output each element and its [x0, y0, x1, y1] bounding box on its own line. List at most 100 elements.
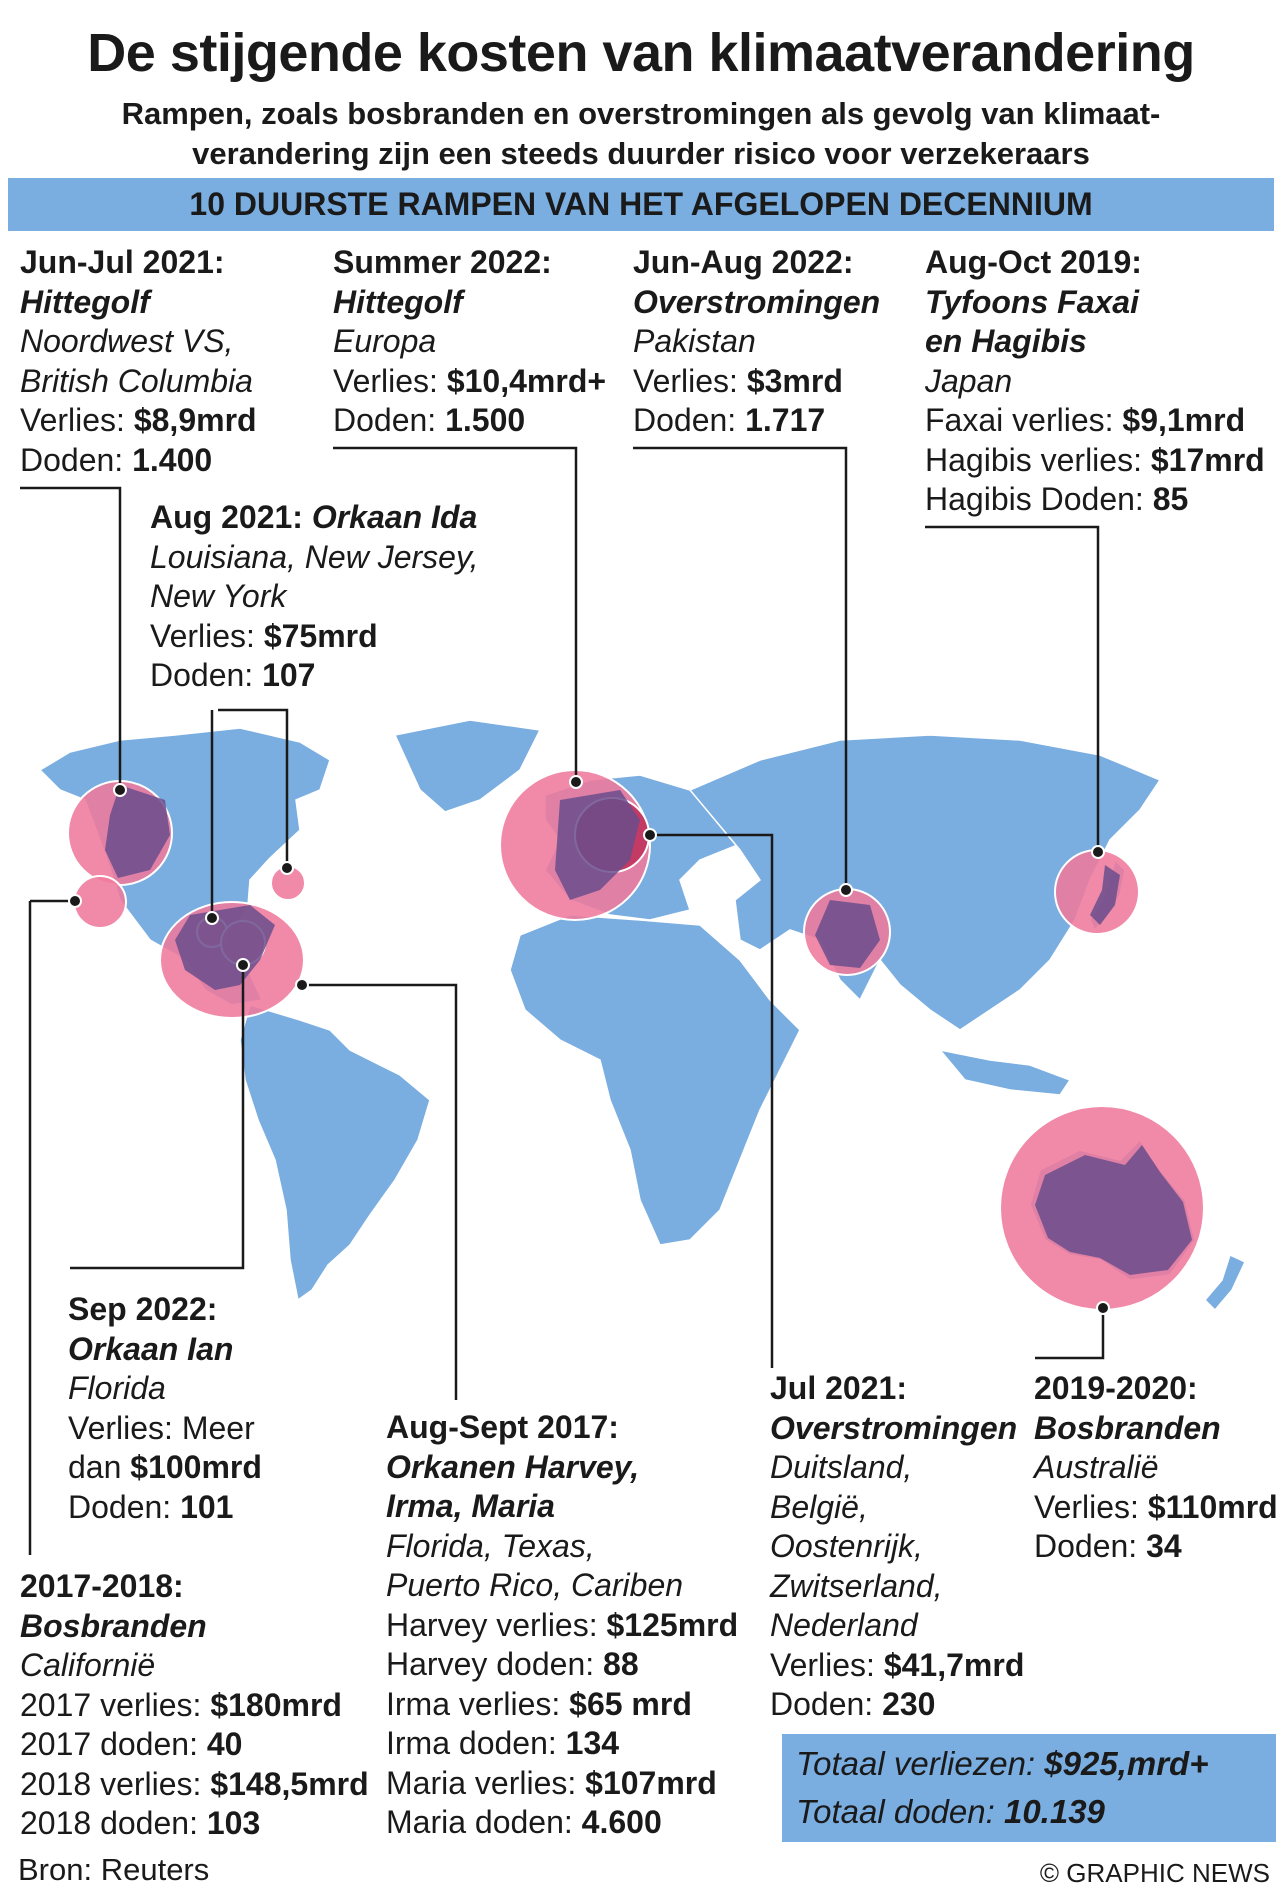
- greenland-land: [393, 719, 542, 813]
- asia-land: [688, 734, 1162, 1031]
- dot-california: [68, 894, 82, 908]
- card-name: Tyfoons Faxai: [925, 283, 1139, 320]
- totals-box: Totaal verliezen: $925,mrd+ Totaal doden…: [782, 1734, 1276, 1842]
- africa-land: [509, 914, 801, 1246]
- card-name: Irma, Maria: [386, 1488, 555, 1524]
- card-deaths: Doden: 1.717: [633, 402, 826, 438]
- card-name: Orkanen Harvey,: [386, 1448, 640, 1485]
- source-note: Bron: Reuters: [18, 1852, 210, 1887]
- card-heatwave-europe: Summer 2022: Hittegolf Europa Verlies: $…: [333, 243, 606, 441]
- card-region: British Columbia: [20, 362, 253, 399]
- card-hurricanes-2017: Aug-Sept 2017: Orkanen Harvey, Irma, Mar…: [386, 1408, 738, 1843]
- card-region: Noordwest VS,: [20, 323, 234, 359]
- page-subtitle: Rampen, zoals bosbranden en overstroming…: [121, 96, 1161, 171]
- card-region: Californië: [20, 1647, 156, 1683]
- card-date: 2019-2020:: [1034, 1370, 1198, 1406]
- dot-pakistan: [839, 883, 853, 897]
- card-loss: 2017 verlies: $180mrd: [20, 1686, 342, 1723]
- dot-ian: [236, 958, 250, 972]
- card-name: Hittegolf: [333, 283, 463, 320]
- card-wildfire-california: 2017-2018: Bosbranden Californië 2017 ve…: [20, 1567, 369, 1844]
- new-zealand-land: [1203, 1253, 1246, 1312]
- card-typhoons-japan: Aug-Oct 2019: Tyfoons Faxai en Hagibis J…: [925, 243, 1265, 520]
- card-loss: Verlies: $3mrd: [633, 362, 843, 399]
- leader-floods-west-europe: [650, 833, 774, 1368]
- leader-heatwave-nw-us: [20, 486, 122, 790]
- card-deaths: Maria doden: 4.600: [386, 1804, 662, 1840]
- card-name: Bosbranden: [20, 1607, 207, 1644]
- card-region: Zwitserland,: [770, 1567, 943, 1604]
- leader-dots: [68, 775, 1110, 1315]
- leader-typhoons: [925, 525, 1100, 850]
- card-date: Jul 2021:: [770, 1370, 907, 1406]
- card-region: Australië: [1034, 1449, 1159, 1485]
- japan-overlap: [1090, 865, 1120, 925]
- card-loss: Verlies: $110mrd: [1034, 1488, 1278, 1525]
- card-loss: Harvey verlies: $125mrd: [386, 1606, 739, 1643]
- card-date: Aug-Oct 2019:: [925, 244, 1142, 280]
- card-date: Sep 2022:: [68, 1291, 218, 1327]
- card-region: Florida: [68, 1370, 166, 1406]
- card-heatwave-nw-us: Jun-Jul 2021: Hittegolf Noordwest VS, Br…: [20, 243, 257, 480]
- dot-australia: [1096, 1301, 1110, 1315]
- card-region: New York: [150, 578, 287, 614]
- leader-lines: [20, 446, 1105, 1555]
- dot-ida-ny: [280, 861, 294, 875]
- dot-europe: [569, 775, 583, 789]
- card-deaths: Doden: 1.400: [20, 441, 213, 478]
- card-region: België,: [770, 1488, 868, 1525]
- card-title-line: Aug 2021: Orkaan Ida: [150, 499, 478, 535]
- australia-overlap: [1035, 1145, 1192, 1275]
- leader-heatwave-europe: [333, 446, 578, 780]
- card-deaths: Doden: 230: [770, 1686, 936, 1722]
- card-region: Louisiana, New Jersey,: [150, 538, 479, 575]
- total-deaths: Totaal doden: 10.139: [796, 1793, 1105, 1830]
- page-title: De stijgende kosten van klimaatveranderi…: [87, 23, 1195, 83]
- card-floods-west-europe: Jul 2021: Overstromingen Duitsland, Belg…: [770, 1369, 1024, 1725]
- pakistan-overlap: [815, 900, 880, 968]
- card-date: Summer 2022:: [333, 244, 552, 280]
- total-loss: Totaal verliezen: $925,mrd+: [796, 1745, 1209, 1782]
- card-loss: Hagibis verlies: $17mrd: [925, 441, 1265, 478]
- dot-west-europe: [643, 828, 657, 842]
- card-loss: Verlies: $41,7mrd: [770, 1646, 1025, 1683]
- card-date: 2017-2018:: [20, 1568, 184, 1604]
- card-floods-pakistan: Jun-Aug 2022: Overstromingen Pakistan Ve…: [633, 243, 880, 441]
- card-deaths: 2017 doden: 40: [20, 1726, 243, 1762]
- card-region: Nederland: [770, 1607, 918, 1643]
- card-loss: dan $100mrd: [68, 1449, 262, 1485]
- card-region: Japan: [925, 362, 1013, 399]
- card-loss: Verlies: Meer: [68, 1409, 255, 1446]
- card-region: Europa: [333, 323, 437, 359]
- card-region: Puerto Rico, Cariben: [386, 1567, 684, 1603]
- card-name: Overstromingen: [633, 283, 881, 320]
- card-date: Jun-Jul 2021:: [20, 244, 225, 280]
- card-name: en Hagibis: [925, 323, 1087, 359]
- card-name: Hittegolf: [20, 283, 150, 320]
- sea-islands-land: [938, 1048, 1072, 1096]
- card-loss: Verlies: $75mrd: [150, 617, 378, 654]
- europe-overlap: [555, 790, 640, 900]
- dot-ida-la: [205, 911, 219, 925]
- card-name: Bosbranden: [1034, 1409, 1221, 1446]
- card-region: Oostenrijk,: [770, 1528, 923, 1564]
- card-region: Duitsland,: [770, 1449, 913, 1485]
- card-wildfire-australia: 2019-2020: Bosbranden Australië Verlies:…: [1034, 1369, 1278, 1567]
- leader-wildfire-australia: [1035, 1310, 1105, 1360]
- card-deaths: Doden: 101: [68, 1488, 234, 1525]
- card-deaths: Hagibis Doden: 85: [925, 481, 1189, 517]
- card-region: Florida, Texas,: [386, 1527, 595, 1564]
- card-deaths: Doden: 34: [1034, 1528, 1182, 1564]
- card-deaths: Harvey doden: 88: [386, 1646, 639, 1682]
- section-banner: 10 DUURSTE RAMPEN VAN HET AFGELOPEN DECE…: [8, 178, 1274, 231]
- card-loss: Faxai verlies: $9,1mrd: [925, 402, 1246, 438]
- gulf-overlap: [175, 905, 275, 990]
- card-date: Jun-Aug 2022:: [633, 244, 854, 280]
- card-region: Pakistan: [633, 323, 756, 359]
- leader-ida-ny: [218, 708, 289, 868]
- leader-ian: [70, 965, 245, 1270]
- card-loss: 2018 verlies: $148,5mrd: [20, 1765, 369, 1802]
- card-name: Orkaan Ian: [68, 1330, 234, 1367]
- card-deaths: Doden: 107: [150, 657, 316, 693]
